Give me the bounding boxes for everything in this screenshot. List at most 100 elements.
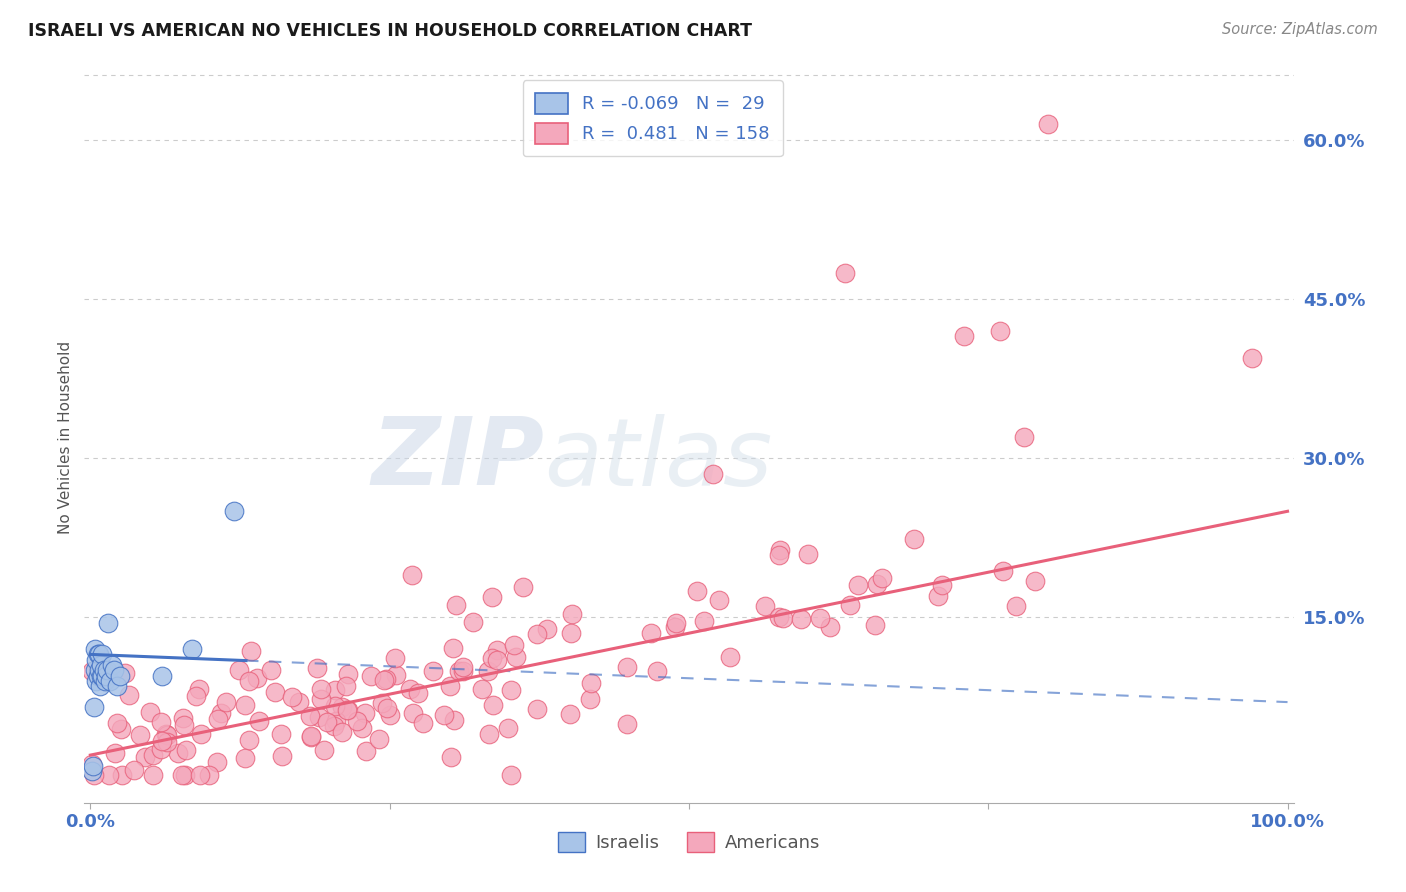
Point [172,768,194,782]
Point [98,673,121,688]
Point [80,764,103,778]
Point [422,664,444,678]
Point [97,768,120,782]
Point [90,658,112,673]
Point [215,695,238,709]
Point [401,568,423,582]
Point [190,727,212,741]
Point [93,673,115,688]
Point [866,577,889,591]
Point [378,707,401,722]
Point [142,768,165,782]
Point [991,564,1014,578]
Point [325,714,347,729]
Point [238,673,260,688]
Point [988,324,1011,338]
Point [336,667,359,681]
Point [82,758,104,772]
Point [702,467,724,482]
Point [645,664,668,678]
Point [86,648,108,662]
Point [1036,117,1059,131]
Point [1024,574,1046,589]
Point [808,610,831,624]
Point [93,663,115,677]
Point [478,726,501,740]
Point [82,757,104,772]
Point [263,685,285,699]
Point [903,532,925,546]
Point [451,660,474,674]
Point [665,615,688,630]
Point [84,642,107,657]
Point [336,703,359,717]
Point [330,700,353,714]
Point [314,743,336,757]
Point [309,682,332,697]
Point [198,768,221,782]
Point [150,733,173,747]
Point [526,702,548,716]
Point [1240,351,1263,365]
Point [307,661,329,675]
Point [209,706,232,720]
Point [129,728,152,742]
Text: Source: ZipAtlas.com: Source: ZipAtlas.com [1222,22,1378,37]
Point [150,668,173,682]
Text: atlas: atlas [544,414,772,505]
Point [768,548,790,562]
Point [325,698,347,713]
Point [139,705,162,719]
Point [402,706,425,721]
Point [238,733,260,747]
Point [1012,430,1035,444]
Point [406,686,429,700]
Point [309,691,332,706]
Point [754,599,776,614]
Point [707,592,730,607]
Point [536,622,558,636]
Point [174,743,197,757]
Point [114,665,136,680]
Point [616,659,638,673]
Point [299,729,322,743]
Point [156,735,179,749]
Point [86,668,108,682]
Point [323,682,346,697]
Point [87,663,110,677]
Point [104,746,127,760]
Point [239,644,262,658]
Point [461,615,484,630]
Point [97,615,120,630]
Point [270,727,292,741]
Point [110,723,132,737]
Point [561,607,583,621]
Point [335,680,357,694]
Point [103,663,125,677]
Point [863,617,886,632]
Point [83,768,105,782]
Point [373,673,395,688]
Point [374,673,396,687]
Point [505,650,527,665]
Point [526,626,548,640]
Point [167,746,190,760]
Point [353,706,375,721]
Point [111,768,134,782]
Point [772,611,794,625]
Point [439,679,461,693]
Point [322,719,344,733]
Point [346,714,368,729]
Point [398,682,420,697]
Point [82,664,104,678]
Point [83,700,105,714]
Point [789,612,811,626]
Point [207,712,229,726]
Point [298,709,321,723]
Point [86,673,108,688]
Point [560,626,582,640]
Point [134,750,156,764]
Point [260,663,283,677]
Point [485,653,508,667]
Point [441,640,464,655]
